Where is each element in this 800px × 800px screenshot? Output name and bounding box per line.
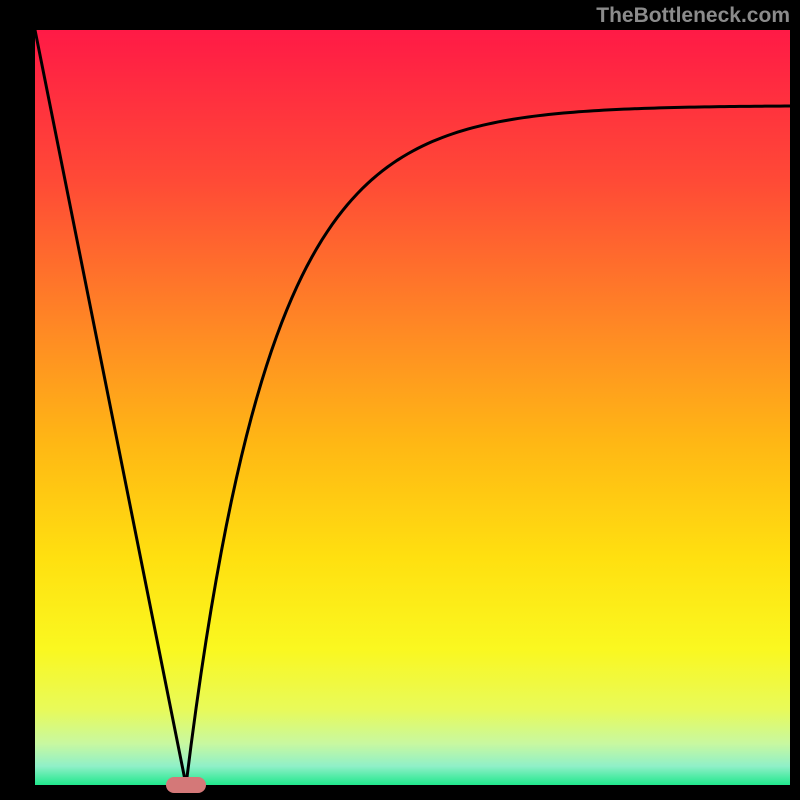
optimal-point-marker [166, 777, 206, 793]
plot-area-gradient [35, 30, 790, 785]
watermark-text: TheBottleneck.com [596, 4, 790, 27]
bottleneck-chart: TheBottleneck.com [0, 0, 800, 800]
